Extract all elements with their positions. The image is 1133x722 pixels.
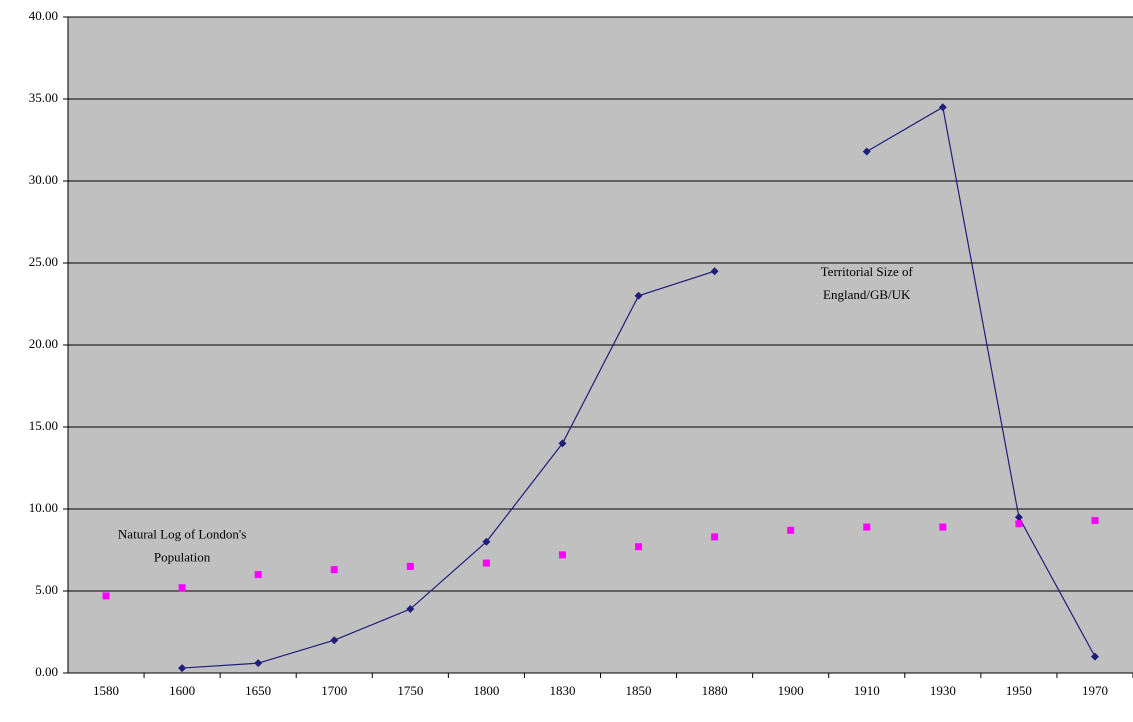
y-tick-label: 5.00 — [35, 582, 58, 597]
point — [558, 551, 566, 559]
point — [1015, 520, 1023, 528]
x-tick-label: 1850 — [626, 683, 652, 698]
point — [330, 636, 339, 645]
point — [711, 533, 719, 541]
point — [330, 566, 338, 574]
y-tick-label: 40.00 — [29, 8, 58, 23]
annotation: England/GB/UK — [823, 287, 911, 302]
point — [634, 291, 643, 300]
x-tick-label: 1930 — [930, 683, 956, 698]
x-tick-label: 1910 — [854, 683, 880, 698]
x-tick-label: 1580 — [93, 683, 119, 698]
series-line — [182, 106, 1096, 669]
point — [1091, 516, 1099, 524]
x-tick-label: 1750 — [397, 683, 423, 698]
point — [178, 664, 187, 673]
point — [710, 267, 719, 276]
y-tick-label: 25.00 — [29, 254, 58, 269]
point — [406, 605, 415, 614]
x-tick-label: 1970 — [1082, 683, 1108, 698]
point — [863, 523, 871, 531]
point — [1014, 513, 1023, 522]
point — [1090, 652, 1099, 661]
point — [254, 571, 262, 579]
x-tick-label: 1830 — [549, 683, 575, 698]
x-tick-label: 1650 — [245, 683, 271, 698]
x-tick-label: 1950 — [1006, 683, 1032, 698]
point — [482, 537, 491, 546]
y-tick-label: 15.00 — [29, 418, 58, 433]
point — [254, 659, 263, 668]
point — [102, 592, 110, 600]
annotation: Natural Log of London's — [118, 526, 246, 541]
y-tick-label: 10.00 — [29, 500, 58, 515]
point — [482, 559, 490, 567]
y-tick-label: 0.00 — [35, 664, 58, 679]
x-tick-label: 1900 — [778, 683, 804, 698]
point — [558, 439, 567, 448]
x-tick-label: 1800 — [473, 683, 499, 698]
y-tick-label: 35.00 — [29, 90, 58, 105]
point — [939, 523, 947, 531]
x-tick-label: 1700 — [321, 683, 347, 698]
x-tick-label: 1600 — [169, 683, 195, 698]
annotation: Population — [154, 549, 211, 564]
point — [862, 147, 871, 156]
x-tick-label: 1880 — [702, 683, 728, 698]
point — [178, 584, 186, 592]
annotation: Territorial Size of — [821, 264, 914, 279]
y-tick-label: 20.00 — [29, 336, 58, 351]
point — [787, 526, 795, 534]
point — [406, 562, 414, 570]
point — [938, 103, 947, 112]
y-tick-label: 30.00 — [29, 172, 58, 187]
point — [635, 543, 643, 551]
